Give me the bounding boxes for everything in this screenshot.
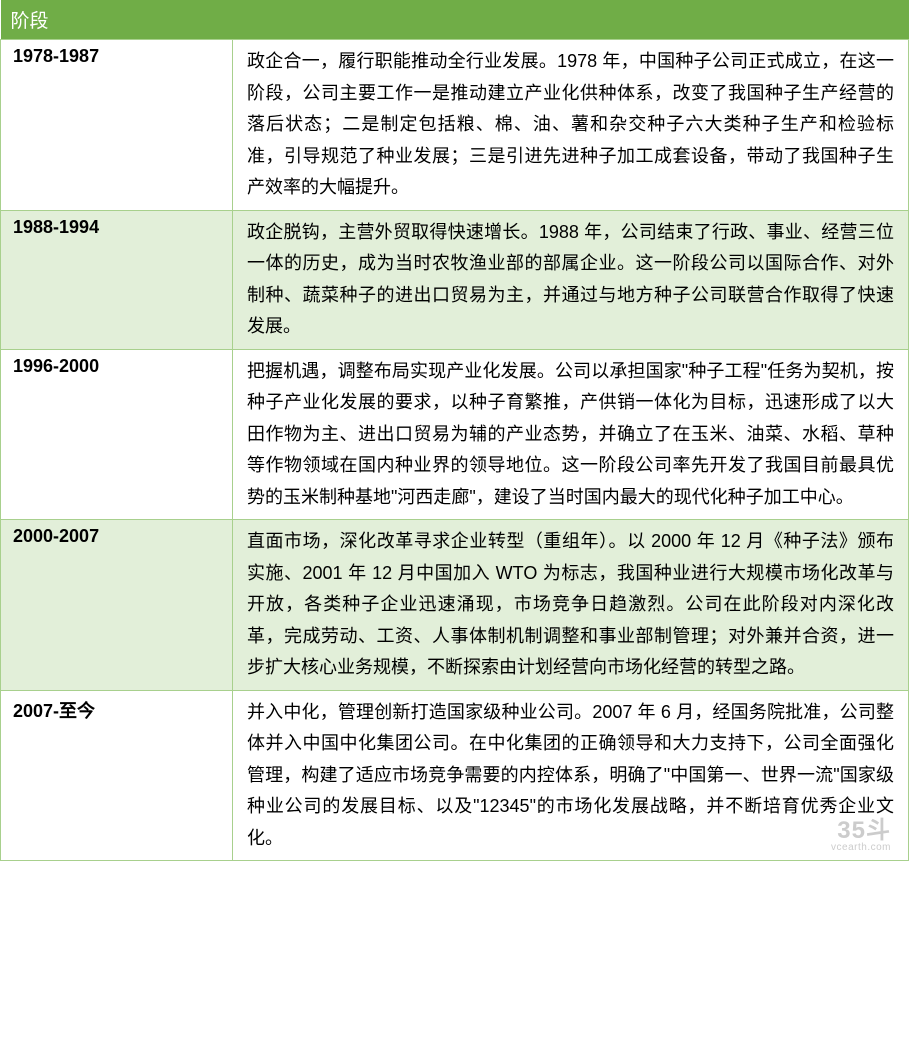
period-cell: 1978-1987 xyxy=(1,40,233,211)
period-cell: 2000-2007 xyxy=(1,520,233,691)
desc-cell: 把握机遇，调整布局实现产业化发展。公司以承担国家"种子工程"任务为契机，按种子产… xyxy=(233,349,909,520)
watermark-main: 35斗 xyxy=(831,819,891,843)
desc-cell: 政企脱钩，主营外贸取得快速增长。1988 年，公司结束了行政、事业、经营三位一体… xyxy=(233,210,909,349)
desc-cell: 直面市场，深化改革寻求企业转型（重组年）。以 2000 年 12 月《种子法》颁… xyxy=(233,520,909,691)
table-row: 1988-1994政企脱钩，主营外贸取得快速增长。1988 年，公司结束了行政、… xyxy=(1,210,909,349)
table-wrapper: 阶段 1978-1987政企合一，履行职能推动全行业发展。1978 年，中国种子… xyxy=(0,0,909,861)
header-cell: 阶段 xyxy=(1,0,909,40)
watermark: 35斗 vcearth.com xyxy=(831,819,891,853)
header-row: 阶段 xyxy=(1,0,909,40)
period-cell: 1988-1994 xyxy=(1,210,233,349)
watermark-sub: vcearth.com xyxy=(831,843,891,853)
desc-cell: 并入中化，管理创新打造国家级种业公司。2007 年 6 月，经国务院批准，公司整… xyxy=(233,690,909,861)
period-cell: 2007-至今 xyxy=(1,690,233,861)
table-row: 1978-1987政企合一，履行职能推动全行业发展。1978 年，中国种子公司正… xyxy=(1,40,909,211)
desc-cell: 政企合一，履行职能推动全行业发展。1978 年，中国种子公司正式成立，在这一阶段… xyxy=(233,40,909,211)
table-row: 2007-至今并入中化，管理创新打造国家级种业公司。2007 年 6 月，经国务… xyxy=(1,690,909,861)
period-cell: 1996-2000 xyxy=(1,349,233,520)
table-row: 1996-2000把握机遇，调整布局实现产业化发展。公司以承担国家"种子工程"任… xyxy=(1,349,909,520)
table-body: 1978-1987政企合一，履行职能推动全行业发展。1978 年，中国种子公司正… xyxy=(1,40,909,861)
stages-table: 阶段 1978-1987政企合一，履行职能推动全行业发展。1978 年，中国种子… xyxy=(0,0,909,861)
table-row: 2000-2007直面市场，深化改革寻求企业转型（重组年）。以 2000 年 1… xyxy=(1,520,909,691)
